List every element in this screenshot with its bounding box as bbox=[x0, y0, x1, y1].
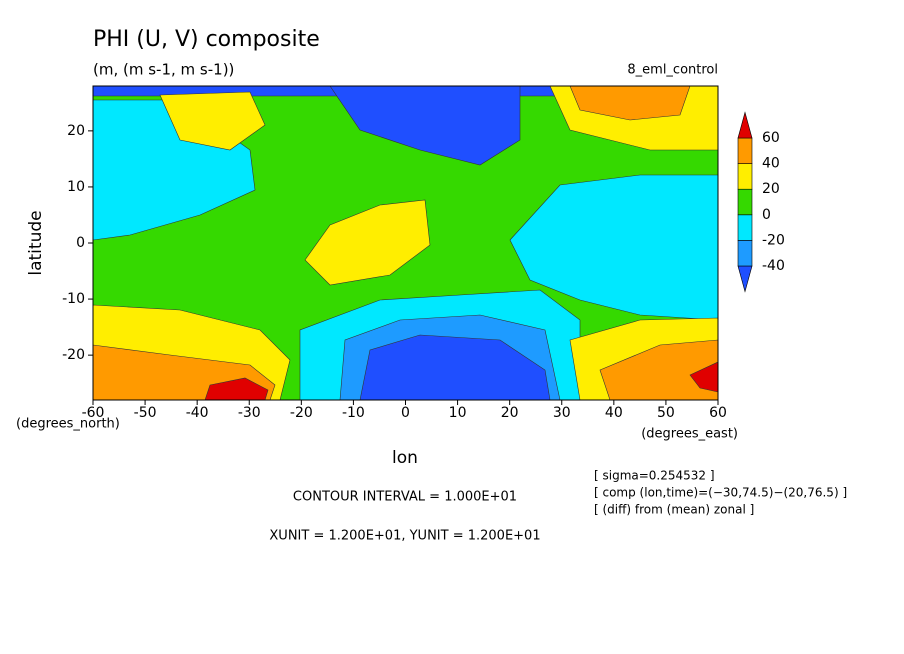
y-units: (degrees_north) bbox=[16, 417, 120, 432]
region bbox=[204, 377, 269, 400]
colorbar-label: 20 bbox=[762, 181, 780, 197]
colorbar-label: -20 bbox=[762, 232, 785, 248]
region bbox=[329, 86, 521, 166]
y-tick-label: 10 bbox=[67, 179, 85, 195]
region bbox=[509, 174, 718, 321]
y-tick-label: -10 bbox=[62, 291, 85, 307]
note: XUNIT = 1.200E+01, YUNIT = 1.200E+01 bbox=[269, 529, 540, 544]
region bbox=[569, 86, 691, 121]
colorbar-cell bbox=[737, 188, 753, 216]
x-tick-label: 30 bbox=[553, 405, 571, 421]
region bbox=[159, 91, 266, 151]
x-tick-label: -10 bbox=[342, 405, 365, 421]
contour-field bbox=[93, 86, 718, 400]
note: CONTOUR INTERVAL = 1.000E+01 bbox=[293, 490, 517, 505]
info: [ (diff) from (mean) zonal ] bbox=[594, 503, 754, 517]
y-axis-label: latitude bbox=[26, 210, 46, 275]
x-tick-label: 50 bbox=[657, 405, 675, 421]
region bbox=[689, 361, 718, 393]
x-tick-label: -50 bbox=[134, 405, 157, 421]
colorbar-cell bbox=[737, 265, 753, 293]
colorbar-label: 40 bbox=[762, 156, 780, 172]
x-tick-label: 0 bbox=[401, 405, 410, 421]
x-tick-label: -20 bbox=[290, 405, 313, 421]
colorbar-label: -40 bbox=[762, 258, 785, 274]
colorbar-cell bbox=[737, 240, 753, 267]
dataset-label: 8_eml_control bbox=[627, 63, 718, 78]
colorbar-cell bbox=[737, 137, 753, 164]
x-tick-label: 10 bbox=[449, 405, 467, 421]
colorbar-label: 0 bbox=[762, 207, 771, 223]
region bbox=[359, 334, 551, 400]
region bbox=[599, 339, 718, 400]
x-tick-label: -60 bbox=[82, 405, 105, 421]
chart-subtitle: (m, (m s-1, m s-1)) bbox=[93, 61, 234, 79]
info: [ sigma=0.254532 ] bbox=[594, 469, 715, 483]
y-tick-label: -20 bbox=[62, 347, 85, 363]
info: [ comp (lon,time)=(−30,74.5)−(20,76.5) ] bbox=[594, 486, 847, 500]
y-tick-label: 20 bbox=[67, 123, 85, 139]
colorbar-cell bbox=[737, 163, 753, 190]
x-tick-label: 60 bbox=[709, 405, 727, 421]
chart-title: PHI (U, V) composite bbox=[93, 27, 320, 52]
x-units: (degrees_east) bbox=[641, 427, 738, 442]
x-tick-label: 40 bbox=[605, 405, 623, 421]
colorbar-cell bbox=[737, 111, 753, 139]
x-tick-label: -30 bbox=[238, 405, 261, 421]
colorbar-cell bbox=[737, 214, 753, 241]
colorbar-label: 60 bbox=[762, 130, 780, 146]
x-tick-label: 20 bbox=[501, 405, 519, 421]
x-axis-label: lon bbox=[392, 448, 418, 468]
x-tick-label: -40 bbox=[186, 405, 209, 421]
region bbox=[304, 199, 431, 286]
y-tick-label: 0 bbox=[76, 235, 85, 251]
